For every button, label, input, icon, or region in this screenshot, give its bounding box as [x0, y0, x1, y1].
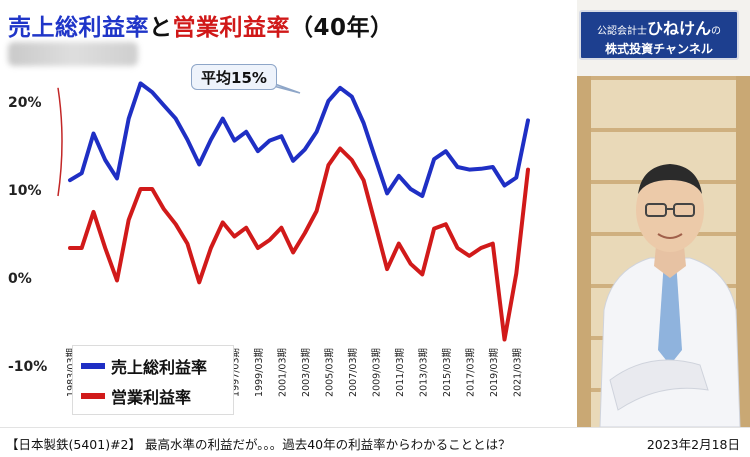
channel-suffix: の	[711, 26, 721, 37]
channel-name: ひねけん	[646, 19, 711, 38]
channel-badge: 公認会計士ひねけんの 株式投資チャンネル	[579, 10, 739, 60]
x-tick-label: 2001/03期	[277, 348, 288, 397]
title-period: （40年）	[290, 15, 394, 41]
chart-legend: 売上総利益率 営業利益率	[72, 345, 234, 415]
x-tick-label: 2007/03期	[348, 348, 359, 397]
legend-swatch-gross	[81, 363, 105, 369]
x-tick-label: 2015/03期	[442, 348, 453, 397]
title-operating-part: 営業利益率	[172, 15, 290, 41]
footer-caption: 【日本製鉄(5401)#2】 最高水準の利益だが。。。過去40年の利益率からわか…	[0, 427, 750, 457]
channel-line1: 公認会計士ひねけんの	[581, 15, 737, 39]
legend-item-operating: 営業利益率	[81, 384, 191, 408]
x-tick-label: 2003/03期	[301, 348, 312, 397]
shelf-side-right	[736, 76, 750, 427]
video-caption: 【日本製鉄(5401)#2】 最高水準の利益だが。。。過去40年の利益率からわか…	[6, 437, 511, 452]
series-line-operating	[68, 146, 530, 342]
title-connector: と	[149, 15, 173, 41]
series-line-gross	[68, 81, 530, 198]
x-tick-label: 2011/03期	[395, 348, 406, 397]
y-tick-label: -10%	[8, 359, 47, 375]
presenter-figure	[599, 164, 741, 427]
shelf-side-left	[577, 76, 591, 427]
y-tick-label: 20%	[8, 95, 42, 111]
x-tick-label: 2005/03期	[324, 348, 335, 397]
legend-item-gross: 売上総利益率	[81, 354, 207, 378]
channel-prefix: 公認会計士	[596, 26, 647, 37]
video-date: 2023年2月18日	[646, 437, 740, 452]
x-tick-label: 2021/03期	[512, 348, 523, 397]
x-tick-label: 1983/03期	[66, 348, 77, 397]
title-gross-part: 売上総利益率	[8, 15, 149, 41]
legend-label-operating: 営業利益率	[111, 388, 192, 407]
x-tick-label: 2009/03期	[371, 348, 382, 397]
x-tick-label: 1997/03期	[230, 348, 241, 397]
chart-title: 売上総利益率と営業利益率（40年）	[8, 8, 394, 42]
average-callout: 平均15%	[191, 64, 277, 90]
y-tick-label: 10%	[8, 183, 42, 199]
x-tick-label: 2019/03期	[489, 348, 500, 397]
legend-swatch-operating	[81, 393, 105, 399]
range-bracket	[57, 87, 63, 197]
channel-line2: 株式投資チャンネル	[605, 42, 713, 56]
x-tick-label: 2013/03期	[418, 348, 429, 397]
x-tick-label: 2017/03期	[465, 348, 476, 397]
y-tick-label: 0%	[8, 271, 32, 287]
legend-label-gross: 売上総利益率	[111, 358, 208, 377]
x-tick-label: 1999/03期	[254, 348, 265, 397]
blurred-label	[8, 42, 138, 66]
